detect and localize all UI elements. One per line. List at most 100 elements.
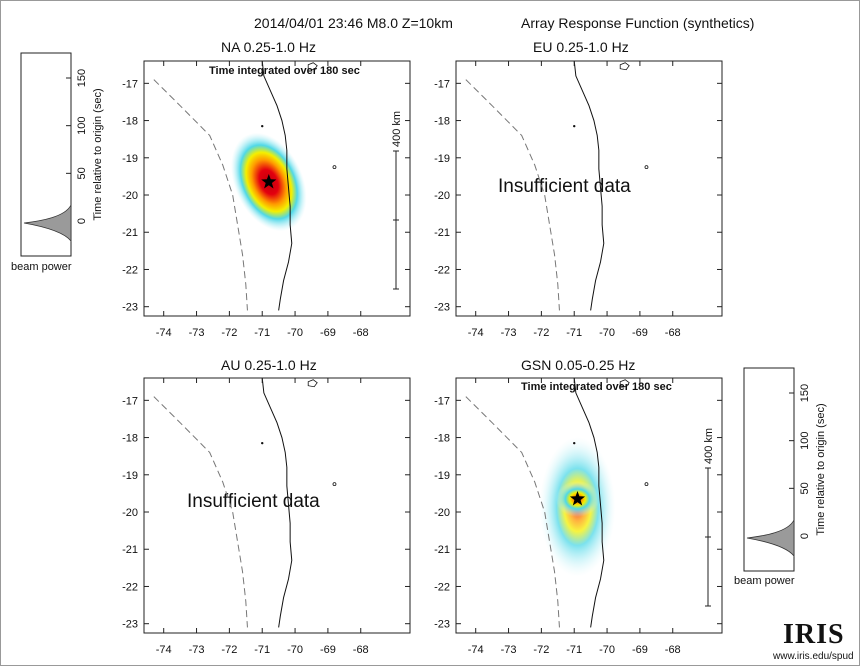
lake-titicaca <box>307 62 318 71</box>
y-tick-label: -20 <box>434 507 450 519</box>
beam-tick-label: 150 <box>76 69 88 87</box>
map-inner-eu <box>465 61 649 311</box>
x-tick-label: -68 <box>665 644 681 656</box>
y-tick-label: -23 <box>122 619 138 631</box>
beam-power-label-right: beam power <box>734 575 795 587</box>
beam-tick-label: 0 <box>799 533 811 539</box>
x-tick-label: -70 <box>599 327 615 339</box>
x-tick-label: -72 <box>221 327 237 339</box>
x-tick-label: -70 <box>599 644 615 656</box>
trench-line <box>153 396 248 628</box>
x-tick-label: -72 <box>221 644 237 656</box>
x-tick-label: -69 <box>632 327 648 339</box>
map-eu: -74 -73 -72 -71 -70 -69 -68 -17 -18 -19 -20 -21 -22 -… <box>434 60 723 339</box>
y-tick-label: -23 <box>434 619 450 631</box>
panel-eu-message: Insufficient data <box>498 176 631 197</box>
lake-titicaca <box>619 62 630 71</box>
lake-titicaca <box>619 379 630 388</box>
panel-eu-title: EU 0.25-1.0 Hz <box>533 39 629 55</box>
panel-frame <box>455 377 723 634</box>
y-tick-label: -19 <box>122 153 138 165</box>
y-tick-label: -19 <box>434 153 450 165</box>
beam-tick-label: 50 <box>76 167 88 179</box>
coastline <box>261 61 293 311</box>
island-dot <box>573 124 576 128</box>
x-tick-label: -73 <box>189 327 205 339</box>
beam-tick-label: 50 <box>799 482 811 494</box>
coastline <box>573 378 605 628</box>
x-tick-label: -72 <box>533 644 549 656</box>
x-tick-label: -71 <box>254 644 270 656</box>
beam-y-axis-label: Time relative to origin (sec) <box>92 88 104 220</box>
y-tick-label: -23 <box>122 302 138 314</box>
map-au: -74 -73 -72 -71 -70 -69 -68 -17 -18 -19 -20 -21 -22 -… <box>122 377 411 656</box>
beam-y-axis-label: Time relative to origin (sec) <box>815 403 827 535</box>
trench-line <box>465 396 560 628</box>
y-tick-label: -19 <box>434 470 450 482</box>
beam-power-plot-left: 150 100 50 0 Time relative to origin (sec) <box>20 52 104 257</box>
lake-mark <box>332 165 337 169</box>
y-tick-label: -23 <box>434 302 450 314</box>
trench-line <box>465 79 560 311</box>
island-dot <box>261 441 264 445</box>
map-na: -74 -73 -72 -71 -70 -69 -68 -17 -18 -19 -20 -21 -22 -… <box>122 60 411 339</box>
lake-mark <box>644 482 649 486</box>
x-tick-label: -68 <box>353 644 369 656</box>
y-tick-label: -17 <box>434 78 450 90</box>
epicenter-star <box>261 174 277 189</box>
x-tick-label: -70 <box>287 644 303 656</box>
x-tick-label: -74 <box>156 327 172 339</box>
map-inner-au <box>153 378 337 628</box>
x-tick-label: -68 <box>353 327 369 339</box>
island-dot <box>573 441 576 445</box>
x-tick-label: -71 <box>566 327 582 339</box>
trench-line <box>153 79 248 311</box>
x-tick-label: -71 <box>254 327 270 339</box>
panel-frame <box>143 377 411 634</box>
y-tick-label: -22 <box>434 264 450 276</box>
y-tick-label: -18 <box>434 116 450 128</box>
iris-url: www.iris.edu/spud <box>773 651 854 662</box>
x-tick-label: -74 <box>156 644 172 656</box>
lake-mark <box>332 482 337 486</box>
panel-gsn-subtitle: Time integrated over 180 sec <box>521 381 672 393</box>
beam-tick-label: 150 <box>799 384 811 402</box>
epicenter-star <box>569 491 586 506</box>
x-tick-label: -74 <box>468 644 484 656</box>
event-info: 2014/04/01 23:46 M8.0 Z=10km <box>254 15 453 31</box>
scale-bar-label: 400 km <box>703 428 715 464</box>
figure-title: Array Response Function (synthetics) <box>521 15 755 31</box>
map-inner-na <box>153 61 337 311</box>
beam-power-curve <box>746 519 795 558</box>
map-gsn: -74 -73 -72 -71 -70 -69 -68 -17 -18 -19 -20 -21 -22 -… <box>434 377 723 656</box>
panel-na-title: NA 0.25-1.0 Hz <box>221 39 316 55</box>
x-tick-label: -72 <box>533 327 549 339</box>
y-tick-label: -17 <box>434 395 450 407</box>
x-tick-label: -69 <box>320 644 336 656</box>
panel-na-subtitle: Time integrated over 180 sec <box>209 65 360 77</box>
y-tick-label: -21 <box>122 544 138 556</box>
y-tick-label: -18 <box>122 116 138 128</box>
lake-mark <box>644 165 649 169</box>
x-tick-label: -73 <box>501 327 517 339</box>
x-tick-label: -74 <box>468 327 484 339</box>
y-tick-label: -22 <box>122 264 138 276</box>
x-tick-label: -73 <box>501 644 517 656</box>
panel-au-message: Insufficient data <box>187 491 320 512</box>
y-tick-label: -18 <box>122 433 138 445</box>
island-dot <box>261 124 264 128</box>
y-tick-label: -22 <box>434 581 450 593</box>
beam-tick-label: 100 <box>76 116 88 134</box>
beam-power-label-left: beam power <box>11 261 72 273</box>
y-tick-label: -20 <box>122 507 138 519</box>
panel-frame <box>455 60 723 317</box>
x-tick-label: -73 <box>189 644 205 656</box>
y-tick-label: -22 <box>122 581 138 593</box>
y-tick-label: -17 <box>122 78 138 90</box>
beam-tick-label: 0 <box>76 218 88 224</box>
scale-bar-label: 400 km <box>391 111 403 147</box>
x-tick-label: -69 <box>320 327 336 339</box>
iris-logo: IRIS <box>783 619 845 650</box>
